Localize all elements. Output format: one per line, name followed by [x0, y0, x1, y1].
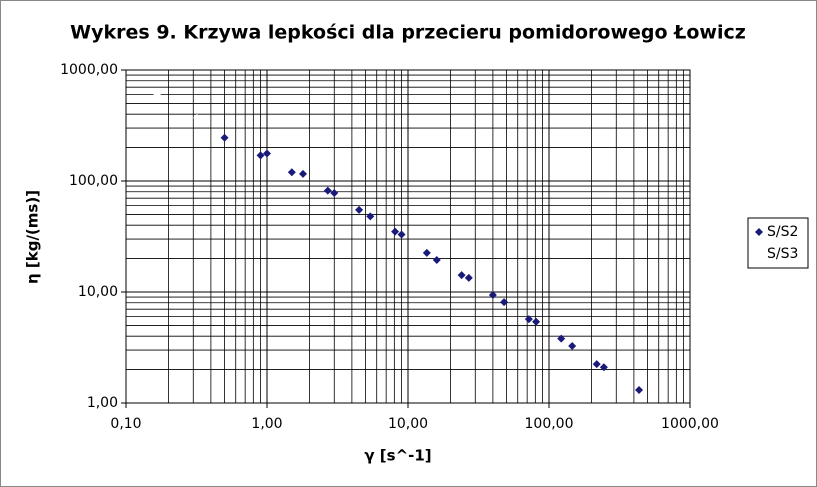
data-point [366, 212, 375, 221]
data-point [397, 230, 406, 239]
x-tick-label: 100,00 [525, 416, 574, 432]
data-point [256, 151, 265, 160]
x-tick-label: 0,10 [110, 416, 141, 432]
data-point [422, 248, 431, 257]
legend-label: S/S3 [767, 246, 798, 262]
legend-box [747, 217, 809, 269]
data-point [599, 363, 608, 372]
x-tick-label: 10,00 [388, 416, 428, 432]
data-point [220, 133, 229, 142]
data-point [391, 227, 400, 236]
data-point [193, 113, 202, 122]
data-point [330, 188, 339, 197]
legend-label: S/S2 [767, 224, 798, 240]
data-point [500, 298, 509, 307]
data-point [298, 169, 307, 178]
data-point [464, 273, 473, 282]
data-point [287, 168, 296, 177]
data-point [323, 186, 332, 195]
y-tick-label: 1000,00 [60, 62, 118, 78]
data-point [355, 205, 364, 214]
data-point [524, 315, 533, 324]
chart-title: Wykres 9. Krzywa lepkości dla przecieru … [70, 22, 746, 44]
data-point [263, 149, 271, 158]
plot-border [125, 69, 691, 404]
x-tick-label: 1,00 [251, 416, 282, 432]
data-point [532, 317, 541, 326]
data-point [153, 91, 162, 100]
x-tick-label: 1000,00 [661, 416, 719, 432]
data-point [568, 342, 577, 351]
y-tick-label: 1,00 [87, 395, 118, 411]
data-point [488, 290, 497, 299]
data-point [432, 256, 441, 265]
x-axis-label: γ [s^-1] [364, 447, 431, 465]
data-point [635, 385, 644, 394]
data-point [457, 271, 466, 280]
y-axis-label: η [kg/(ms)] [24, 190, 42, 284]
y-tick-label: 10,00 [78, 284, 118, 300]
data-point [592, 360, 601, 369]
legend-marker [755, 228, 763, 236]
data-point [557, 334, 566, 343]
legend-marker [755, 250, 763, 258]
y-tick-label: 100,00 [69, 173, 118, 189]
